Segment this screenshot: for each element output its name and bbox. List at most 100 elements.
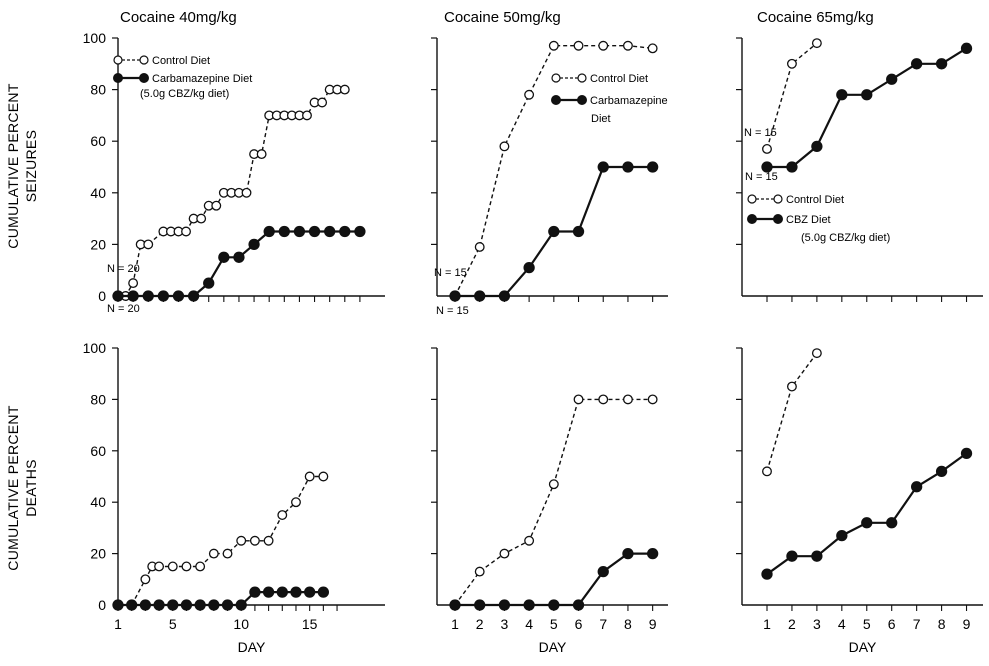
cbz-point [935,465,948,478]
cbz-point [339,225,351,238]
x-axis-label: DAY [238,639,266,655]
cbz-point [646,547,659,560]
control-point [318,471,329,482]
cbz-point [861,517,873,529]
n-annotation: N = 15 [436,305,469,317]
control-point [786,58,797,69]
legend-label: CBZ Diet [786,214,831,226]
cbz-point [187,290,200,302]
control-point [647,394,658,405]
legend-label: (5.0g CBZ/kg diet) [140,88,229,100]
cbz-point [304,586,316,598]
cbz-point [218,251,230,263]
x-tick-label: 7 [599,616,607,632]
cbz-point [910,481,923,493]
legend-cbz-marker [577,95,587,105]
control-point [524,89,535,100]
control-point [339,84,350,95]
x-tick-label: 4 [838,616,846,632]
control-point [263,535,274,546]
cbz-point [811,140,823,153]
x-tick-label: 6 [575,616,583,632]
cbz-point [233,251,245,263]
control-series-line [454,398,653,606]
control-point [811,38,822,49]
y-tick-label: 100 [83,340,107,356]
cbz-point [449,599,461,611]
x-tick-label: 5 [863,616,871,632]
control-point [622,394,633,405]
control-point [647,43,658,54]
control-point [128,278,139,289]
control-point [167,561,178,572]
cbz-point [811,550,823,562]
chart-panel-5: 1 2 3 4 5 6 7 8 9 DAY [431,347,668,655]
control-point [256,149,267,160]
cbz-point [523,599,535,611]
cbz-point [572,599,585,611]
x-tick-label: 3 [813,616,821,632]
control-point [598,394,609,405]
cbz-point [761,161,773,173]
cbz-point [886,517,898,529]
y-tick-label: 20 [90,236,106,252]
row-label-seizures: CUMULATIVE PERCENT SEIZURES [5,83,39,249]
control-point [499,141,510,152]
cbz-point [317,586,330,598]
control-point [140,574,151,585]
cbz-point [836,529,848,542]
cbz-point [886,73,898,85]
row-label-deaths-line1: CUMULATIVE PERCENT [5,405,21,571]
legend-label: Diet [591,113,611,125]
cbz-series-line [118,230,360,298]
y-tick-label: 40 [90,494,106,510]
legend-control-marker [773,194,783,204]
control-point [181,226,191,237]
control-point [196,213,207,224]
control-series-line [766,42,818,150]
cbz-point [960,42,973,54]
control-point [317,97,328,108]
n-annotation: N = 20 [107,263,140,275]
control-point [304,471,315,482]
control-point [236,535,247,546]
control-point [277,510,288,521]
cbz-point [597,161,609,173]
x-axis-label: DAY [539,639,567,655]
cbz-point [597,565,609,578]
cbz-point [622,547,634,560]
cbz-point [262,586,275,598]
cbz-point [646,161,659,173]
cbz-point [139,599,152,611]
cbz-point [157,290,170,302]
control-point [622,40,633,51]
x-tick-label: 9 [649,616,657,632]
x-tick-label: 1 [451,616,459,632]
cbz-point [172,290,185,302]
row-label-deaths-line2: DEATHS [23,459,39,517]
control-point [222,548,233,559]
legend-label: (5.0g CBZ/kg diet) [801,232,890,244]
y-tick-label: 100 [83,30,107,46]
cbz-point [153,599,165,611]
control-point [573,394,584,405]
cbz-point [235,599,247,611]
cbz-point [249,586,261,598]
legend-cbz-marker [551,95,561,105]
n-annotation: N = 15 [434,267,467,279]
cbz-series-line [455,552,653,607]
x-tick-label: 2 [788,616,796,632]
y-tick-label: 20 [90,546,106,562]
cbz-point [572,225,585,238]
cbz-point [203,277,215,289]
control-point [573,40,584,51]
y-tick-label: 60 [90,133,106,149]
x-tick-label: 5 [169,616,177,632]
control-series-line [766,352,818,472]
cbz-point [248,238,260,251]
cbz-point [308,225,321,238]
y-tick-label: 60 [90,443,106,459]
cbz-point [112,599,124,611]
